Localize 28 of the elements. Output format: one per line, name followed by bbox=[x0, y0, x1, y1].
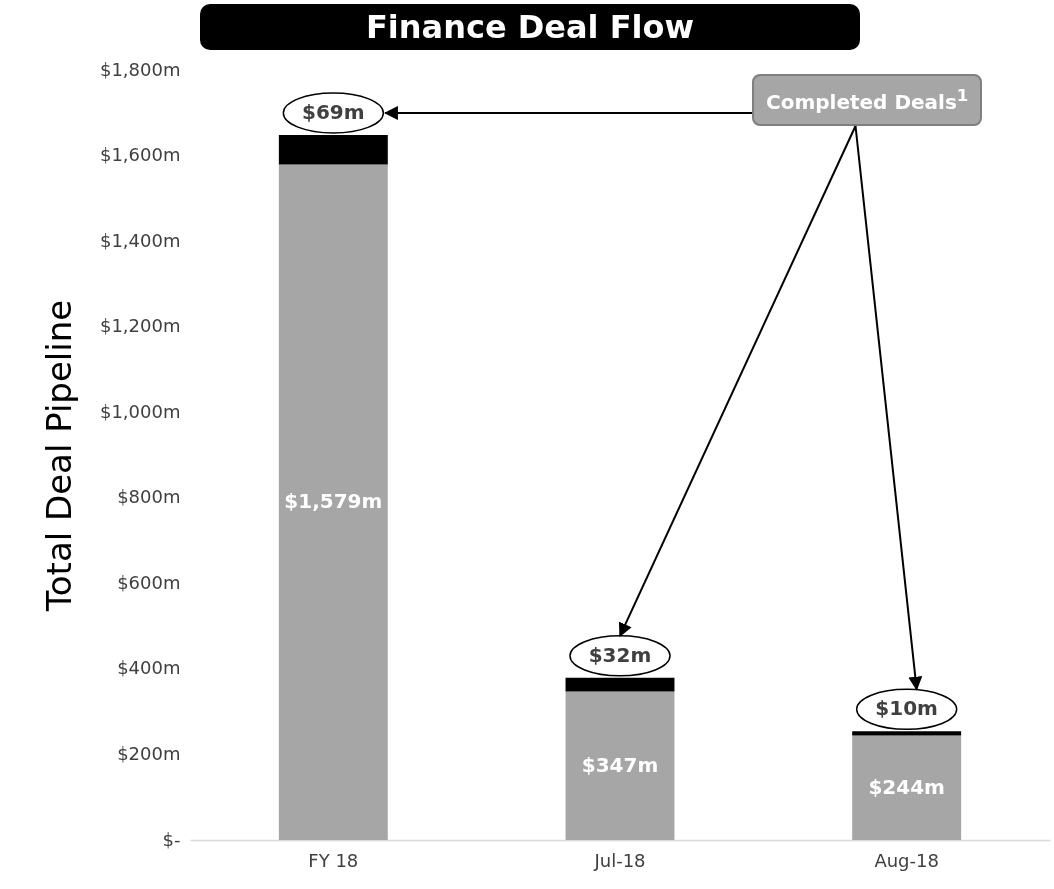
y-tick-label: $1,000m bbox=[99, 400, 181, 422]
y-tick-label: $800m bbox=[117, 486, 181, 508]
bar bbox=[852, 735, 962, 840]
bar bbox=[852, 731, 962, 736]
y-tick-label: $1,600m bbox=[99, 144, 181, 166]
bar bbox=[565, 677, 675, 692]
y-tick-label: $1,800m bbox=[99, 58, 181, 80]
x-tick-label: Aug-18 bbox=[874, 849, 939, 871]
x-tick-label: FY 18 bbox=[308, 849, 359, 871]
y-tick-label: $1,200m bbox=[99, 315, 181, 337]
y-tick-label: $400m bbox=[117, 657, 181, 679]
y-tick-label: $1,400m bbox=[99, 229, 181, 251]
y-tick-label: $- bbox=[162, 828, 181, 850]
annotation: Completed Deals$^{1}$ bbox=[752, 74, 983, 126]
data-label: $10m bbox=[875, 696, 938, 721]
data-label: $69m bbox=[302, 100, 365, 125]
data-label: $244m bbox=[868, 774, 945, 799]
y-tick-label: $600m bbox=[117, 571, 181, 593]
chart-title: Finance Deal Flow bbox=[200, 4, 860, 50]
x-tick-label: Jul-18 bbox=[593, 849, 646, 871]
data-label: $347m bbox=[581, 752, 659, 777]
bar bbox=[278, 135, 388, 165]
bar bbox=[278, 164, 388, 840]
bar bbox=[565, 691, 675, 840]
y-tick-label: $200m bbox=[117, 742, 181, 764]
y-axis-title: Total Deal Pipeline bbox=[38, 299, 79, 613]
data-label: $32m bbox=[588, 642, 652, 667]
data-label: $1,579m bbox=[284, 489, 383, 514]
